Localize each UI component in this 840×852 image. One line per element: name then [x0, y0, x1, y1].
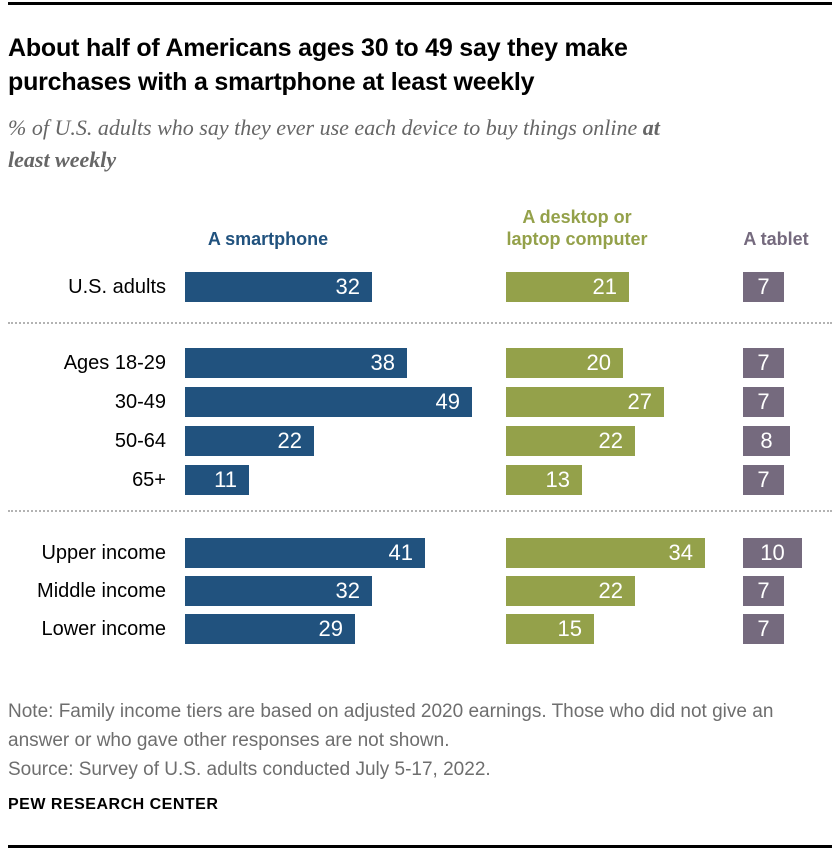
subtitle-bold-text-1: at	[642, 115, 660, 140]
group-separator-1	[8, 322, 832, 324]
bar-a-tablet-u-s-adults: 7	[743, 272, 784, 302]
chart-source: Source: Survey of U.S. adults conducted …	[8, 759, 491, 780]
chart-note: Note: Family income tiers are based on a…	[8, 697, 828, 755]
bar-a-tablet-50-64: 8	[743, 426, 790, 456]
chart-row-65: 65+ 11 13 7	[0, 465, 840, 495]
series-header-line: A desktop or	[522, 207, 632, 227]
group-separator-2	[8, 510, 832, 512]
bar-a-desktop-or-laptop-computer-upper-income: 34	[506, 538, 705, 568]
bar-a-smartphone-50-64: 22	[185, 426, 314, 456]
chart-row-middle-income: Middle income 32 22 7	[0, 576, 840, 606]
bar-a-smartphone-lower-income: 29	[185, 614, 355, 644]
bar-value: 22	[598, 428, 623, 453]
bar-a-desktop-or-laptop-computer-lower-income: 15	[506, 614, 594, 644]
bar-value: 49	[435, 389, 460, 414]
chart-row-lower-income: Lower income 29 15 7	[0, 614, 840, 644]
bar-a-desktop-or-laptop-computer-50-64: 22	[506, 426, 635, 456]
chart-row-30-49: 30-49 49 27 7	[0, 387, 840, 417]
bar-value: 21	[592, 274, 617, 299]
bar-a-smartphone-30-49: 49	[185, 387, 472, 417]
bar-value: 7	[757, 274, 770, 299]
row-label: 65+	[132, 469, 166, 491]
row-label: Middle income	[37, 580, 166, 602]
bar-a-desktop-or-laptop-computer-u-s-adults: 21	[506, 272, 629, 302]
bar-a-tablet-65: 7	[743, 465, 784, 495]
note-line-2: answer or who gave other responses are n…	[8, 730, 450, 751]
bar-a-tablet-middle-income: 7	[743, 576, 784, 606]
bar-a-smartphone-ages-18-29: 38	[185, 348, 407, 378]
bar-value: 38	[370, 350, 395, 375]
note-line-1: Note: Family income tiers are based on a…	[8, 701, 774, 722]
bar-a-desktop-or-laptop-computer-ages-18-29: 20	[506, 348, 623, 378]
bar-value: 7	[757, 616, 770, 641]
row-label: 30-49	[114, 391, 166, 413]
bar-value: 13	[545, 467, 570, 492]
bar-value: 15	[557, 616, 582, 641]
bottom-rule	[8, 845, 832, 848]
bar-value: 7	[757, 350, 770, 375]
bar-a-desktop-or-laptop-computer-65: 13	[506, 465, 582, 495]
bar-a-smartphone-u-s-adults: 32	[185, 272, 372, 302]
chart-subtitle-line-2: least weekly	[8, 144, 828, 176]
bar-a-tablet-30-49: 7	[743, 387, 784, 417]
bar-a-smartphone-upper-income: 41	[185, 538, 425, 568]
chart-title: About half of Americans ages 30 to 49 sa…	[8, 31, 828, 99]
bar-a-smartphone-middle-income: 32	[185, 576, 372, 606]
chart-title-line-2: purchases with a smartphone at least wee…	[8, 68, 535, 96]
bar-a-desktop-or-laptop-computer-middle-income: 22	[506, 576, 635, 606]
chart-row-upper-income: Upper income 41 34 10	[0, 538, 840, 568]
row-label: Upper income	[41, 542, 166, 564]
series-header-line: A smartphone	[207, 229, 329, 249]
bar-value: 32	[335, 274, 360, 299]
bar-value: 27	[627, 389, 652, 414]
bar-value: 29	[318, 616, 343, 641]
bar-value: 7	[757, 578, 770, 603]
bar-value: 34	[668, 540, 693, 565]
row-label: U.S. adults	[68, 276, 166, 298]
series-header-line: laptop computer	[506, 229, 648, 249]
subtitle-bold-text-2: least weekly	[8, 147, 117, 172]
chart-row-ages-18-29: Ages 18-29 38 20 7	[0, 348, 840, 378]
series-header-line: A tablet	[743, 229, 809, 249]
bar-value: 8	[760, 428, 773, 453]
pew-research-center-wordmark: PEW RESEARCH CENTER	[8, 796, 219, 813]
bar-value: 7	[757, 467, 770, 492]
bar-value: 11	[214, 467, 237, 492]
chart-row-u-s-adults: U.S. adults 32 21 7	[0, 272, 840, 302]
bar-a-smartphone-65: 11	[185, 465, 249, 495]
bar-value: 32	[335, 578, 360, 603]
bar-value: 22	[277, 428, 302, 453]
bar-a-tablet-upper-income: 10	[743, 538, 802, 568]
bar-a-tablet-lower-income: 7	[743, 614, 784, 644]
bar-value: 22	[598, 578, 623, 603]
bar-value: 20	[586, 350, 611, 375]
top-rule	[8, 2, 832, 5]
chart-title-line-1: About half of Americans ages 30 to 49 sa…	[8, 34, 628, 62]
chart-subtitle-line-1: % of U.S. adults who say they ever use e…	[8, 112, 828, 144]
series-header-a-smartphone: A smartphone	[128, 228, 408, 250]
series-header-a-desktop-or-laptop-computer: A desktop or laptop computer	[437, 206, 717, 250]
bar-a-tablet-ages-18-29: 7	[743, 348, 784, 378]
subtitle-regular-text: % of U.S. adults who say they ever use e…	[8, 115, 643, 140]
row-label: Ages 18-29	[63, 352, 166, 374]
bar-value: 41	[388, 540, 413, 565]
row-label: 50-64	[114, 430, 166, 452]
bar-value: 7	[757, 389, 770, 414]
chart-subtitle: % of U.S. adults who say they ever use e…	[8, 112, 828, 176]
chart-row-50-64: 50-64 22 22 8	[0, 426, 840, 456]
bar-a-desktop-or-laptop-computer-30-49: 27	[506, 387, 664, 417]
series-header-a-tablet: A tablet	[696, 228, 840, 250]
bar-value: 10	[760, 540, 785, 565]
row-label: Lower income	[41, 618, 166, 640]
